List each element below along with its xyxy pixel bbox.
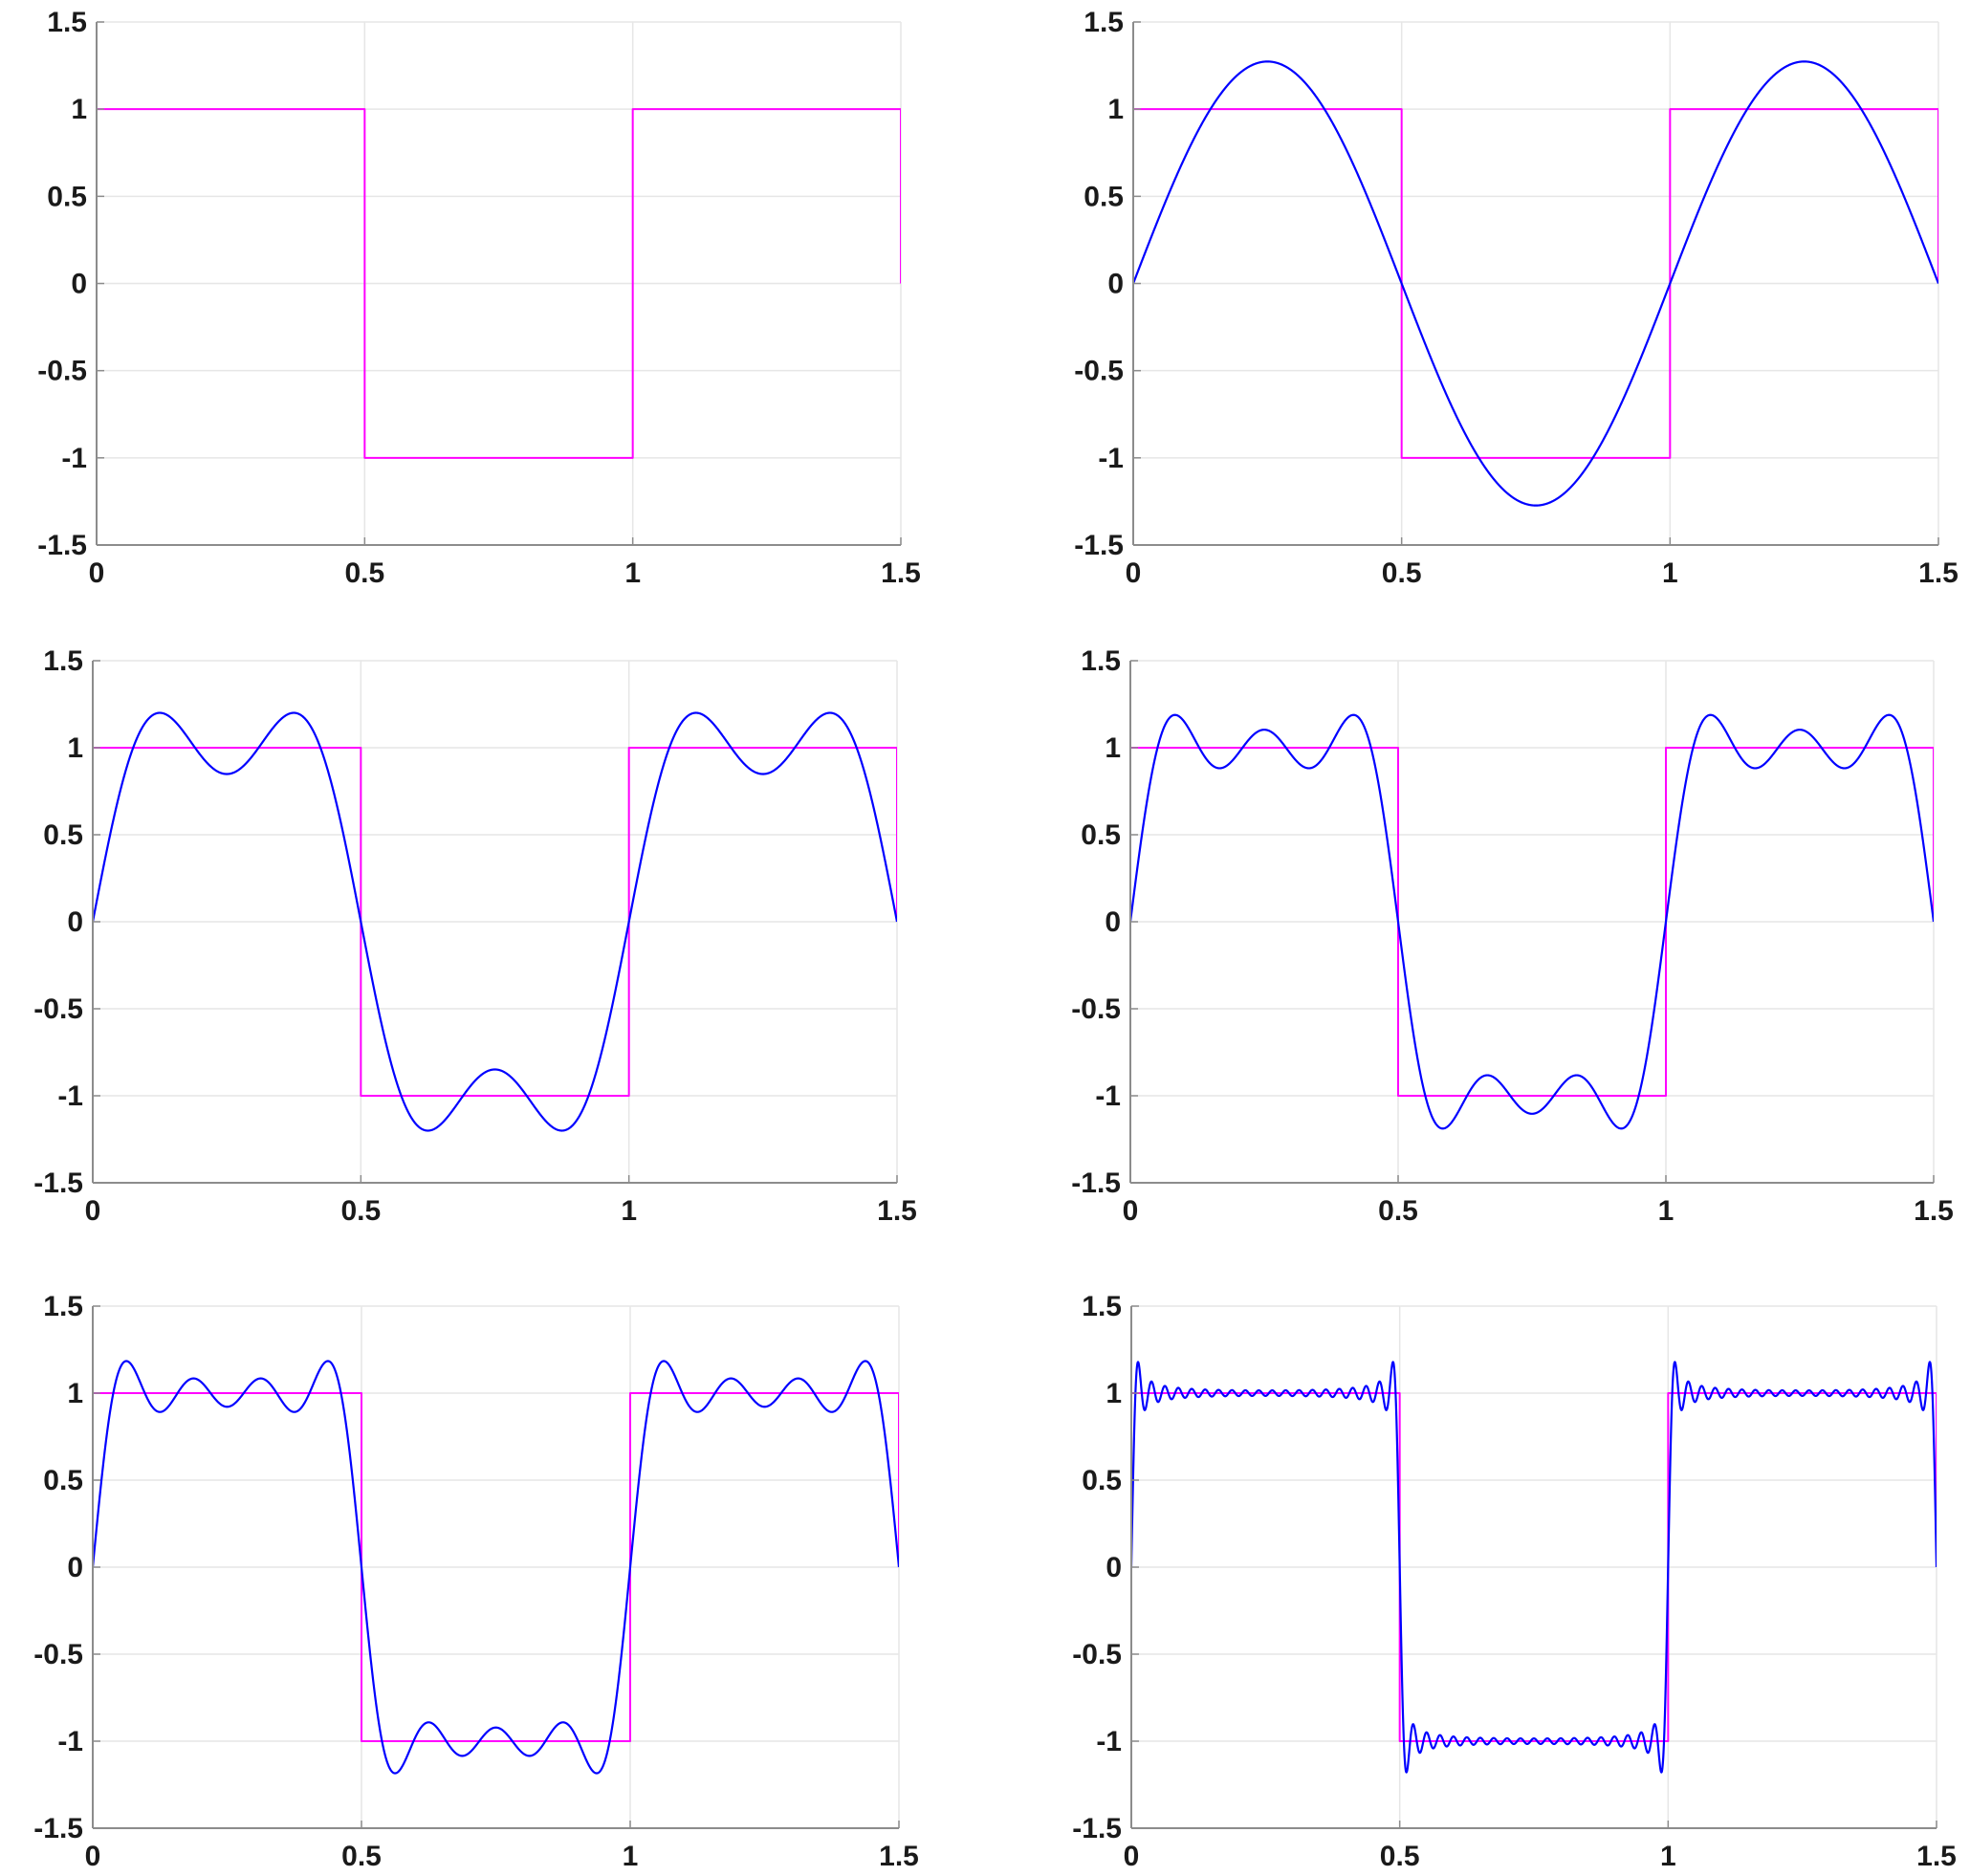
y-tick-label: 1 xyxy=(71,94,87,125)
x-tick-label: 1 xyxy=(1662,557,1678,589)
y-tick-label: -1.5 xyxy=(1074,530,1124,561)
y-tick-label: 0 xyxy=(71,269,87,300)
y-tick-label: 1.5 xyxy=(1082,1291,1122,1322)
y-tick-label: -1.5 xyxy=(33,1813,83,1844)
x-tick-label: 0.5 xyxy=(340,1195,381,1227)
square-wave-line xyxy=(1130,747,1934,1097)
square-wave-line xyxy=(97,108,901,459)
y-tick-label: 1 xyxy=(1107,94,1124,125)
x-tick-label: 0.5 xyxy=(1380,1841,1420,1872)
x-tick-label: 0 xyxy=(85,1195,101,1227)
grid xyxy=(1130,1305,1937,1829)
square-wave-line xyxy=(93,747,897,1097)
x-tick-label: 1.5 xyxy=(1914,1195,1954,1227)
y-tick-label: -1.5 xyxy=(33,1167,83,1199)
x-tick-label: 1.5 xyxy=(879,1841,919,1872)
x-tick-label: 1.5 xyxy=(881,557,921,589)
y-tick-label: 0 xyxy=(67,906,83,938)
x-tick-label: 0 xyxy=(85,1841,101,1872)
square-wave-line xyxy=(93,1392,899,1742)
x-tick-label: 0 xyxy=(1123,1195,1139,1227)
y-tick-label: 0.5 xyxy=(43,819,83,851)
x-tick-label: 0 xyxy=(1124,1841,1140,1872)
y-tick-label: -1 xyxy=(1098,443,1124,474)
y-tick-label: -0.5 xyxy=(33,993,83,1025)
subplot-r1c2: 1.510.50-0.5-1-1.50 0.5 1 1.5 xyxy=(1074,7,1959,589)
y-tick-label: -0.5 xyxy=(1071,993,1121,1025)
x-tick-label: 1.5 xyxy=(1918,557,1959,589)
grid xyxy=(92,660,898,1184)
subplot-r3c1: 1.510.50-0.5-1-1.50 0.5 1 1.5 xyxy=(33,1291,919,1872)
x-tick-label: 0.5 xyxy=(1378,1195,1418,1227)
y-tick-label: -1 xyxy=(61,443,87,474)
y-tick-label: 0.5 xyxy=(43,1465,83,1496)
x-tick-label: 0 xyxy=(1126,557,1142,589)
x-tick-label: 1 xyxy=(623,1841,639,1872)
x-tick-label: 1 xyxy=(1660,1841,1676,1872)
x-tick-label: 1.5 xyxy=(877,1195,917,1227)
y-tick-label: 1 xyxy=(67,732,83,764)
y-tick-label: 1.5 xyxy=(43,1291,83,1322)
y-tick-label: 0.5 xyxy=(1084,181,1124,212)
x-tick-label: 0 xyxy=(89,557,105,589)
y-tick-label: -1.5 xyxy=(37,530,87,561)
y-tick-label: -1 xyxy=(1095,1080,1121,1112)
x-tick-label: 1 xyxy=(624,557,641,589)
y-tick-label: 0 xyxy=(1105,906,1121,938)
x-tick-label: 0.5 xyxy=(344,557,384,589)
subplot-r3c2: 1.510.50-0.5-1-1.50 0.5 1 1.5 xyxy=(1072,1291,1957,1872)
subplot-r2c1: 1.510.50-0.5-1-1.50 0.5 1 1.5 xyxy=(33,645,917,1227)
y-tick-label: 0.5 xyxy=(47,181,87,212)
y-tick-label: 1.5 xyxy=(47,7,87,38)
x-tick-label: 1.5 xyxy=(1916,1841,1957,1872)
fourier-sum-line xyxy=(93,711,897,1132)
fourier-sum-line xyxy=(1131,1361,1937,1774)
square-wave-line xyxy=(1133,108,1938,459)
x-tick-label: 1 xyxy=(1658,1195,1674,1227)
y-tick-label: 0.5 xyxy=(1082,1465,1122,1496)
y-tick-label: -0.5 xyxy=(37,356,87,387)
y-tick-label: -0.5 xyxy=(33,1639,83,1670)
subplot-r2c2: 1.510.50-0.5-1-1.50 0.5 1 1.5 xyxy=(1071,645,1954,1227)
fourier-sum-line xyxy=(1130,713,1934,1130)
y-tick-label: 1 xyxy=(1105,1378,1122,1409)
y-tick-label: -1.5 xyxy=(1072,1813,1122,1844)
y-tick-label: 1.5 xyxy=(43,645,83,677)
y-tick-label: 1 xyxy=(67,1378,83,1409)
fourier-sum-line xyxy=(93,1360,899,1775)
grid xyxy=(1132,21,1939,546)
y-tick-label: 0 xyxy=(1105,1552,1122,1583)
y-tick-label: -1.5 xyxy=(1071,1167,1121,1199)
y-tick-label: 0.5 xyxy=(1081,819,1121,851)
y-tick-label: 0 xyxy=(67,1552,83,1583)
x-tick-label: 0.5 xyxy=(1382,557,1422,589)
y-tick-label: -0.5 xyxy=(1072,1639,1122,1670)
subplot-r1c1: 1.510.50-0.5-1-1.50 0.5 1 1.5 xyxy=(37,7,921,589)
x-tick-label: 0.5 xyxy=(341,1841,382,1872)
grid xyxy=(96,21,902,546)
y-tick-label: 0 xyxy=(1107,269,1124,300)
y-tick-label: -0.5 xyxy=(1074,356,1124,387)
grid xyxy=(92,1305,900,1829)
y-tick-label: -1 xyxy=(57,1726,83,1757)
y-tick-label: -1 xyxy=(57,1080,83,1112)
y-tick-label: 1.5 xyxy=(1081,645,1121,677)
x-tick-label: 1 xyxy=(621,1195,637,1227)
fourier-sum-line xyxy=(1133,60,1938,507)
y-tick-label: 1.5 xyxy=(1084,7,1124,38)
y-tick-label: 1 xyxy=(1105,732,1121,764)
y-tick-label: -1 xyxy=(1096,1726,1122,1757)
grid xyxy=(1129,660,1935,1184)
